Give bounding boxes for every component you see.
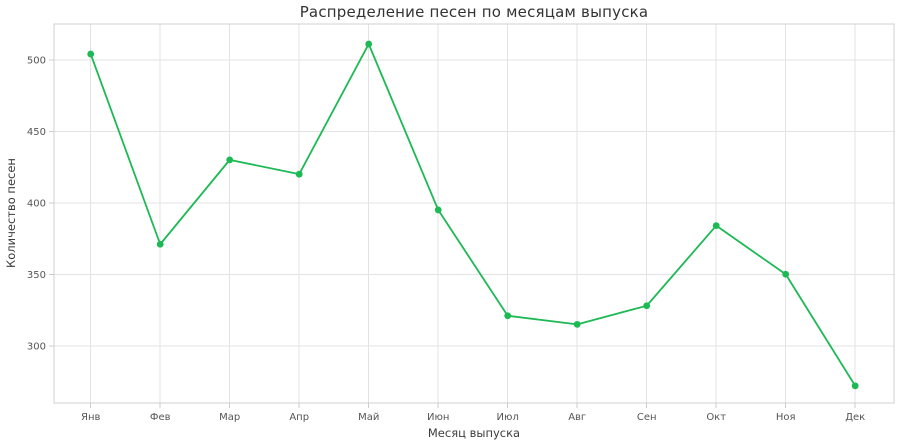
x-axis-label: Месяц выпуска xyxy=(427,426,521,440)
x-tick-label: Дек xyxy=(845,412,865,423)
x-tick-label: Янв xyxy=(81,412,100,423)
data-point xyxy=(226,156,234,164)
x-tick-label: Июл xyxy=(497,412,519,423)
x-tick-label: Авг xyxy=(568,412,586,423)
chart-title: Распределение песен по месяцам выпуска xyxy=(299,3,649,21)
data-point xyxy=(712,222,720,230)
x-tick-label: Ноя xyxy=(776,412,796,423)
data-point xyxy=(365,40,373,48)
data-point xyxy=(87,50,95,58)
data-point xyxy=(295,170,303,178)
y-axis-label: Количество песен xyxy=(4,158,18,268)
y-tick-label: 500 xyxy=(27,55,46,66)
data-point xyxy=(643,302,651,310)
data-line xyxy=(89,43,857,387)
x-tick-label: Фев xyxy=(150,412,171,423)
plot-area xyxy=(54,24,894,403)
y-tick-label: 350 xyxy=(27,270,46,281)
data-point xyxy=(573,320,581,328)
x-tick-label: Июн xyxy=(427,412,449,423)
data-point xyxy=(156,240,164,248)
data-point xyxy=(782,270,790,278)
x-tick-label: Май xyxy=(358,412,379,423)
x-tick-label: Окт xyxy=(706,412,726,423)
x-tick-label: Апр xyxy=(289,412,309,423)
y-tick-label: 400 xyxy=(27,198,46,209)
axes-spines xyxy=(53,23,895,404)
data-point xyxy=(504,312,512,320)
data-point xyxy=(851,382,859,390)
x-tick-label: Сен xyxy=(637,412,657,423)
x-tick-label: Мар xyxy=(219,412,240,423)
data-point xyxy=(434,206,442,214)
y-tick-label: 450 xyxy=(27,127,46,138)
y-tick-label: 300 xyxy=(27,341,46,352)
